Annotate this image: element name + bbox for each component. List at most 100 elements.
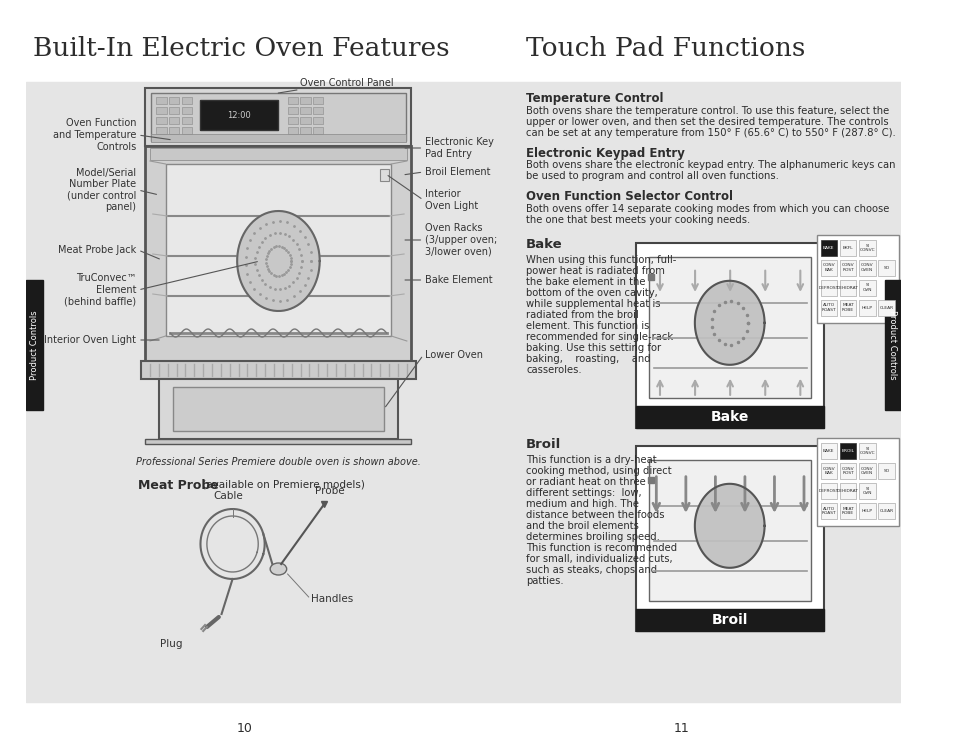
Text: Probe: Probe: [314, 486, 344, 496]
Text: (available on Premiere models): (available on Premiere models): [198, 479, 364, 489]
Text: BAKE: BAKE: [822, 449, 834, 453]
Text: patties.: patties.: [525, 576, 563, 586]
Text: casseroles.: casseroles.: [525, 365, 581, 375]
Text: cooking method, using direct: cooking method, using direct: [525, 466, 671, 476]
Text: Both ovens share the temperature control. To use this feature, select the: Both ovens share the temperature control…: [525, 106, 888, 116]
Bar: [839, 503, 856, 519]
Text: SO: SO: [882, 469, 889, 473]
Text: Interior
Oven Light: Interior Oven Light: [425, 189, 478, 211]
Ellipse shape: [270, 563, 287, 575]
Bar: [820, 463, 836, 479]
Bar: [182, 97, 192, 104]
Text: MEAT
ROBE: MEAT ROBE: [841, 506, 853, 515]
Text: MEAT
ROBE: MEAT ROBE: [841, 303, 853, 312]
Bar: [839, 280, 856, 296]
Polygon shape: [237, 211, 319, 311]
Text: Oven Function
and Temperature
Controls: Oven Function and Temperature Controls: [52, 118, 136, 151]
Text: and the broil elements: and the broil elements: [525, 521, 639, 531]
Bar: [200, 100, 278, 130]
Text: Model/Serial
Number Plate
(under control
panel): Model/Serial Number Plate (under control…: [67, 168, 136, 213]
Bar: [878, 463, 894, 479]
Text: SI
OVN: SI OVN: [862, 486, 871, 495]
Text: such as steaks, chops and: such as steaks, chops and: [525, 565, 657, 575]
Polygon shape: [694, 484, 763, 568]
Bar: [820, 280, 836, 296]
Bar: [151, 93, 405, 141]
Text: BAKE: BAKE: [822, 246, 834, 249]
Bar: [839, 300, 856, 316]
Bar: [858, 463, 875, 479]
Text: power heat is radiated from: power heat is radiated from: [525, 266, 664, 276]
Text: CONV
ROST: CONV ROST: [841, 263, 854, 272]
Text: Electronic Key
Pad Entry: Electronic Key Pad Entry: [425, 137, 494, 159]
Text: upper or lower oven, and then set the desired temperature. The controls: upper or lower oven, and then set the de…: [525, 117, 888, 127]
Bar: [816, 235, 899, 323]
Bar: [820, 240, 836, 256]
Bar: [878, 503, 894, 519]
Text: CONV
BAK: CONV BAK: [821, 263, 834, 272]
Bar: [648, 460, 810, 601]
Text: while supplemental heat is: while supplemental heat is: [525, 299, 659, 308]
Bar: [816, 438, 899, 525]
Text: Temperature Control: Temperature Control: [525, 92, 663, 105]
Text: Broil: Broil: [711, 613, 747, 627]
Bar: [839, 443, 856, 459]
Text: the one that best meets your cooking needs.: the one that best meets your cooking nee…: [525, 215, 750, 225]
Bar: [156, 117, 167, 124]
Bar: [169, 127, 179, 134]
Text: or radiant heat on three: or radiant heat on three: [525, 477, 645, 487]
Bar: [858, 260, 875, 276]
Bar: [145, 146, 411, 361]
Bar: [839, 463, 856, 479]
Bar: [169, 117, 179, 124]
Bar: [150, 148, 406, 160]
Bar: [858, 443, 875, 459]
Text: 10: 10: [236, 722, 253, 734]
Bar: [839, 260, 856, 276]
Text: Meat Probe Jack: Meat Probe Jack: [58, 245, 136, 255]
Text: TruConvec™
Element
(behind baffle): TruConvec™ Element (behind baffle): [64, 273, 136, 306]
Bar: [883, 280, 901, 410]
Text: SI
OVN: SI OVN: [862, 283, 871, 292]
Text: Meat Probe: Meat Probe: [138, 479, 218, 492]
Bar: [636, 609, 823, 631]
Text: AUTO
ROAST: AUTO ROAST: [821, 506, 835, 515]
Bar: [858, 300, 875, 316]
Bar: [300, 107, 311, 114]
Text: This function is a dry-heat: This function is a dry-heat: [525, 455, 656, 465]
Text: CONV
BAK: CONV BAK: [821, 466, 834, 475]
Bar: [287, 97, 297, 104]
Text: Plug: Plug: [159, 639, 182, 649]
Text: can be set at any temperature from 150° F (65.6° C) to 550° F (287.8° C).: can be set at any temperature from 150° …: [525, 128, 895, 137]
Text: BKFL: BKFL: [841, 246, 852, 249]
Bar: [636, 446, 823, 631]
Bar: [145, 88, 411, 146]
Bar: [141, 361, 416, 379]
Text: recommended for single-rack: recommended for single-rack: [525, 332, 673, 342]
Text: be used to program and control all oven functions.: be used to program and control all oven …: [525, 171, 779, 182]
Text: medium and high. The: medium and high. The: [525, 499, 639, 508]
Text: determines broiling speed.: determines broiling speed.: [525, 532, 659, 542]
Text: baking,    roasting,    and: baking, roasting, and: [525, 354, 650, 364]
Text: AUTO
ROAST: AUTO ROAST: [821, 303, 835, 312]
Bar: [156, 107, 167, 114]
Text: Touch Pad Functions: Touch Pad Functions: [525, 35, 804, 61]
Text: This function is recommended: This function is recommended: [525, 543, 677, 553]
Bar: [156, 127, 167, 134]
Text: Interior Oven Light: Interior Oven Light: [44, 335, 136, 345]
Text: Built-In Electric Oven Features: Built-In Electric Oven Features: [33, 35, 450, 61]
Text: When using this function, full-: When using this function, full-: [525, 255, 676, 265]
Text: for small, individualized cuts,: for small, individualized cuts,: [525, 554, 672, 564]
Bar: [26, 82, 901, 702]
Bar: [648, 257, 810, 398]
Text: DEHIDRAT: DEHIDRAT: [836, 286, 858, 290]
Bar: [313, 107, 323, 114]
Text: CLEAR: CLEAR: [879, 508, 893, 513]
Text: distance between the foods: distance between the foods: [525, 510, 664, 520]
Text: Product Controls: Product Controls: [30, 310, 39, 380]
Bar: [182, 127, 192, 134]
Bar: [820, 300, 836, 316]
Text: Oven Function Selector Control: Oven Function Selector Control: [525, 190, 732, 203]
Text: different settings:  low,: different settings: low,: [525, 488, 641, 498]
Text: CONV
OVEN: CONV OVEN: [860, 263, 873, 272]
